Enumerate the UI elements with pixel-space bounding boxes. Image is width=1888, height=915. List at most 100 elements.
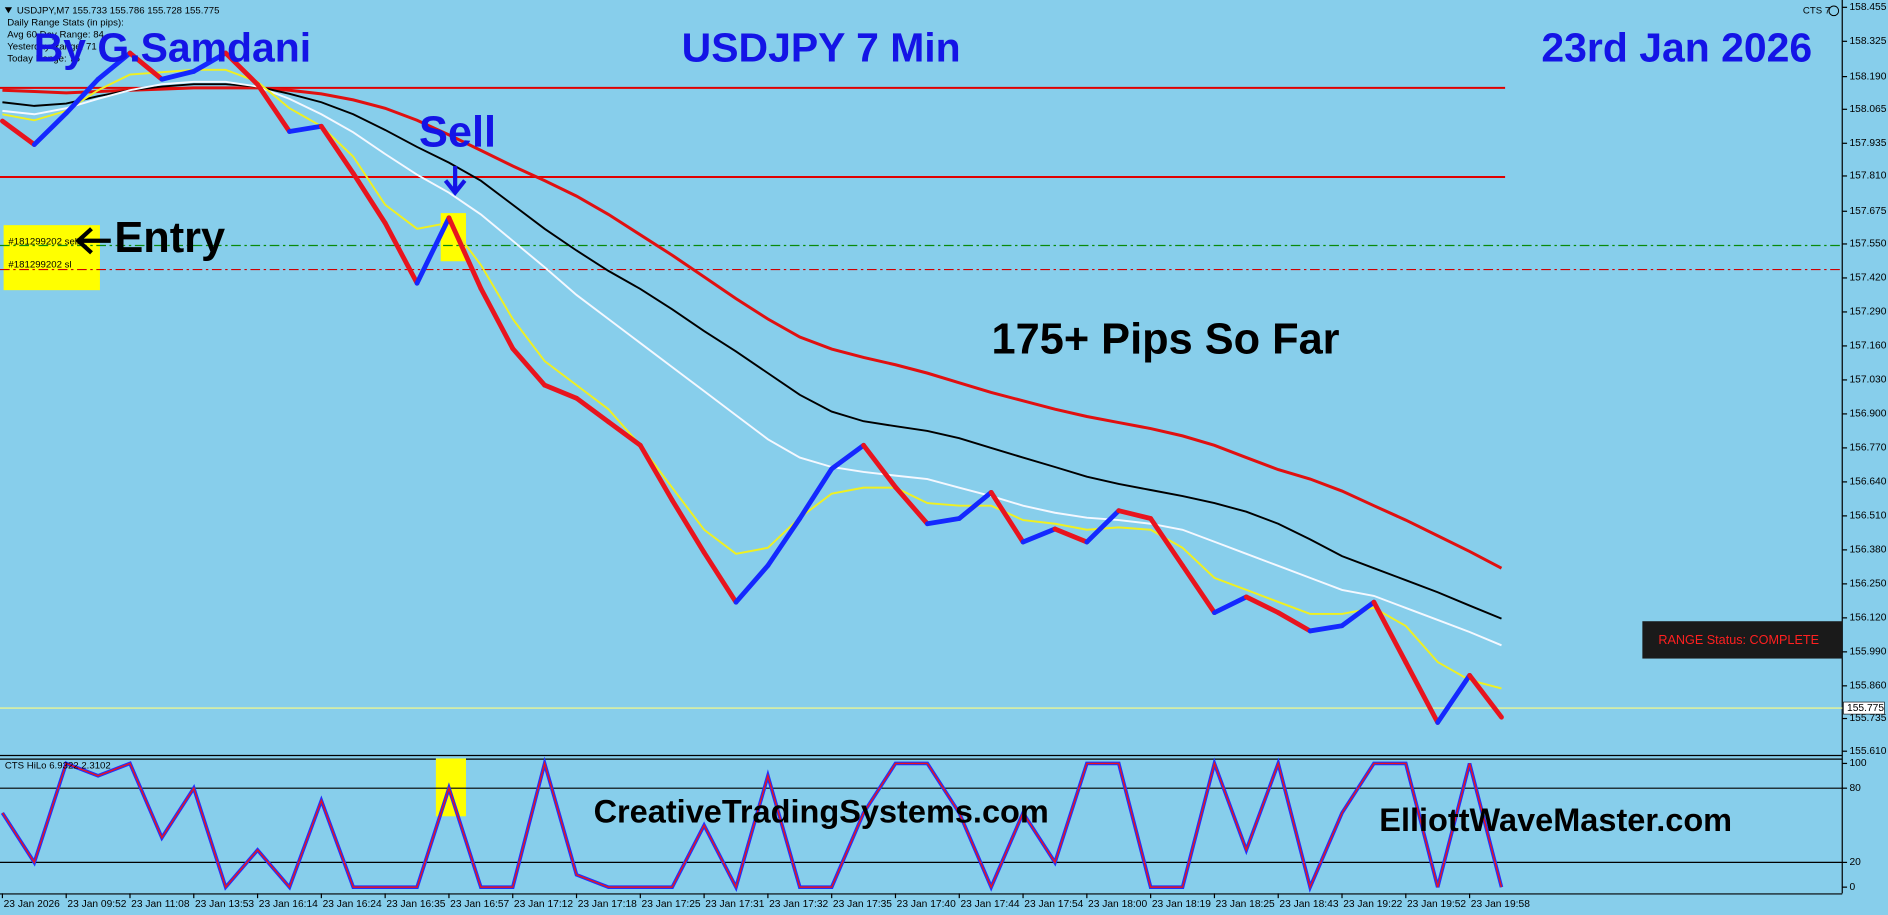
info-line: Yesterday Range: 71 bbox=[7, 42, 97, 53]
x-tick-label: 23 Jan 17:18 bbox=[578, 899, 637, 910]
author: By G.Samdani bbox=[34, 24, 311, 70]
price-segment bbox=[988, 489, 1026, 545]
info-line: Avg 60 Day Range: 84 bbox=[7, 29, 104, 40]
sell-label: Sell bbox=[419, 108, 496, 156]
y-tick-label: 156.120 bbox=[1849, 613, 1886, 624]
x-tick-label: 23 Jan 18:00 bbox=[1088, 899, 1147, 910]
watermark: ElliottWaveMaster.com bbox=[1379, 802, 1732, 838]
watermark: CreativeTradingSystems.com bbox=[594, 793, 1049, 829]
indicator-label: CTS 7 bbox=[1803, 5, 1830, 16]
price-segment bbox=[1020, 526, 1058, 545]
x-tick-label: 23 Jan 18:25 bbox=[1216, 899, 1275, 910]
info-line: Daily Range Stats (in pips): bbox=[7, 17, 124, 28]
x-tick-label: 23 Jan 18:19 bbox=[1152, 899, 1211, 910]
price-segment bbox=[542, 382, 579, 401]
x-tick-label: 23 Jan 17:25 bbox=[642, 899, 701, 910]
price-segment bbox=[350, 170, 388, 226]
entry-arrow bbox=[75, 227, 111, 255]
price-segment bbox=[95, 50, 133, 82]
price-segment bbox=[1339, 599, 1377, 629]
y-tick-label: 158.325 bbox=[1849, 36, 1886, 47]
moving-average bbox=[2, 86, 1503, 570]
x-tick-label: 23 Jan 13:53 bbox=[195, 899, 254, 910]
y-tick-label: 157.675 bbox=[1849, 206, 1886, 217]
chart-title: USDJPY 7 Min bbox=[682, 24, 961, 70]
price-segment bbox=[1180, 563, 1217, 616]
x-tick-label: 23 Jan 17:31 bbox=[705, 899, 764, 910]
y-tick-label: 156.510 bbox=[1849, 511, 1886, 522]
y-tick-label: 155.990 bbox=[1849, 647, 1886, 658]
price-segment bbox=[669, 497, 707, 555]
x-tick-label: 23 Jan 19:22 bbox=[1343, 899, 1402, 910]
price-segment bbox=[1467, 672, 1504, 720]
y-tick-label: 80 bbox=[1849, 783, 1861, 794]
oscillator-line bbox=[1, 760, 1503, 890]
price-segment bbox=[63, 76, 101, 116]
y-tick-label: 158.455 bbox=[1849, 2, 1886, 13]
price-segment bbox=[861, 442, 898, 490]
x-tick-label: 23 Jan 17:12 bbox=[514, 899, 573, 910]
y-tick-label: 155.735 bbox=[1849, 713, 1886, 724]
y-tick-label: 157.935 bbox=[1849, 138, 1886, 149]
oscillator-title: CTS HiLo 6.9322 2.3102 bbox=[5, 760, 111, 771]
price-segment bbox=[255, 82, 292, 134]
menu-triangle bbox=[4, 7, 13, 14]
y-tick-label: 157.420 bbox=[1849, 273, 1886, 284]
price-segment bbox=[1275, 610, 1313, 634]
y-tick-label: 0 bbox=[1849, 882, 1855, 893]
price-marker bbox=[1843, 701, 1885, 715]
price-segment bbox=[956, 489, 994, 521]
y-tick-label: 157.030 bbox=[1849, 375, 1886, 386]
order-label: #181299202 sl bbox=[8, 259, 71, 270]
price-segment bbox=[924, 516, 962, 527]
info-line: Today Range: 75 bbox=[7, 54, 80, 65]
price-segment bbox=[287, 123, 324, 134]
price-segment bbox=[765, 516, 803, 568]
y-tick-label: 100 bbox=[1849, 758, 1866, 769]
price-segment bbox=[382, 220, 420, 286]
price-segment bbox=[1212, 594, 1249, 616]
entry-highlight bbox=[440, 213, 466, 262]
y-tick-label: 156.380 bbox=[1849, 545, 1886, 556]
x-tick-label: 23 Jan 17:54 bbox=[1024, 899, 1083, 910]
y-tick-label: 158.190 bbox=[1849, 71, 1886, 82]
x-tick-label: 23 Jan 17:40 bbox=[897, 899, 956, 910]
price-segment bbox=[574, 395, 611, 425]
price-segment bbox=[478, 285, 516, 351]
entry-label: Entry bbox=[114, 214, 225, 262]
price-segment bbox=[797, 466, 835, 521]
x-tick-label: 23 Jan 09:52 bbox=[67, 899, 126, 910]
price-segment bbox=[31, 110, 69, 148]
x-tick-label: 23 Jan 16:14 bbox=[259, 899, 318, 910]
status-text: RANGE Status: COMPLETE bbox=[1658, 633, 1819, 647]
price-segment bbox=[1052, 526, 1090, 545]
price-segment bbox=[510, 346, 548, 388]
price-segment bbox=[1307, 623, 1345, 634]
price-segment bbox=[1243, 594, 1281, 616]
y-tick-label: 156.770 bbox=[1849, 443, 1886, 454]
price-segment bbox=[414, 215, 452, 286]
x-tick-label: 23 Jan 2026 bbox=[4, 899, 61, 910]
smiley-icon bbox=[1828, 5, 1840, 17]
x-tick-label: 23 Jan 18:43 bbox=[1279, 899, 1338, 910]
x-tick-label: 23 Jan 16:57 bbox=[450, 899, 509, 910]
price-segment bbox=[606, 419, 643, 448]
x-tick-label: 23 Jan 11:08 bbox=[131, 899, 190, 910]
order-label: #181299202 sell bbox=[8, 237, 79, 248]
price-segment bbox=[318, 123, 356, 176]
price-segment bbox=[191, 50, 229, 74]
sell-arrow bbox=[443, 166, 467, 197]
price-segment bbox=[1435, 672, 1473, 725]
result-label: 175+ Pips So Far bbox=[992, 315, 1340, 363]
price-segment bbox=[1116, 508, 1154, 521]
price-segment bbox=[893, 484, 930, 527]
y-tick-label: 20 bbox=[1849, 857, 1861, 868]
price-segment bbox=[733, 563, 771, 605]
oscillator-highlight bbox=[435, 758, 466, 817]
price-segment bbox=[1148, 516, 1185, 568]
y-tick-label: 156.250 bbox=[1849, 579, 1886, 590]
y-tick-label: 158.065 bbox=[1849, 104, 1886, 115]
price-marker-label: 155.775 bbox=[1847, 703, 1884, 714]
